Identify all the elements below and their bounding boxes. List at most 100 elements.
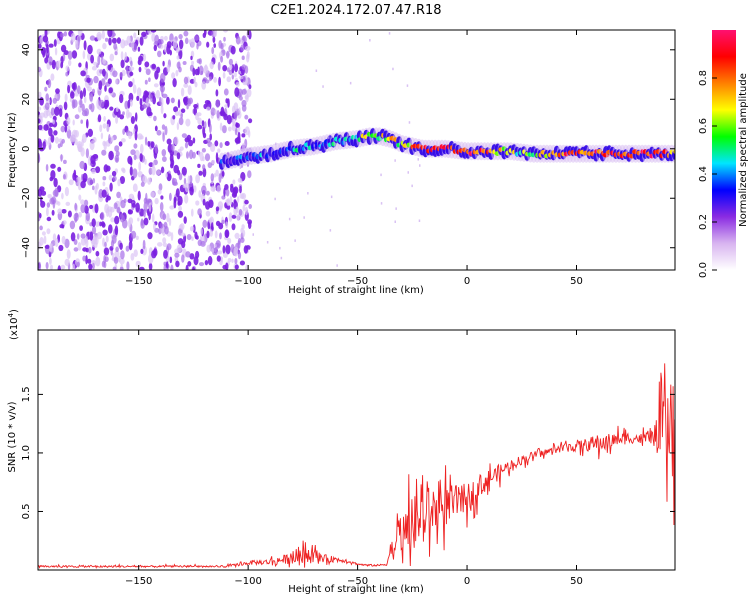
noise-speckle	[221, 171, 225, 177]
noise-speckle	[219, 205, 222, 212]
noise-speckle	[69, 135, 76, 143]
noise-speckle	[208, 218, 213, 223]
noise-speckle	[144, 136, 148, 146]
noise-speckle	[39, 236, 44, 246]
noise-speckle	[246, 53, 250, 63]
noise-speckle	[38, 261, 42, 270]
noise-speckle	[147, 140, 151, 147]
noise-speckle	[153, 115, 157, 122]
noise-speckle	[156, 169, 161, 176]
noise-speckle	[108, 87, 113, 94]
noise-speckle	[113, 256, 119, 265]
noise-speckle	[215, 89, 219, 97]
noise-speckle	[175, 260, 180, 268]
noise-speckle	[92, 136, 97, 143]
noise-speckle	[102, 68, 106, 77]
noise-speckle	[53, 177, 58, 188]
noise-speckle	[234, 258, 238, 265]
noise-speckle	[46, 228, 51, 235]
noise-speckle	[53, 130, 58, 136]
noise-speckle	[67, 50, 73, 60]
noise-speckle	[226, 204, 231, 210]
noise-speckle	[220, 55, 224, 63]
noise-speckle	[51, 59, 56, 70]
noise-speckle	[61, 209, 67, 214]
noise-speckle	[119, 257, 125, 265]
noise-speckle	[202, 219, 208, 228]
noise-speckle	[190, 38, 196, 48]
noise-speckle	[186, 234, 192, 241]
noise-speckle	[195, 174, 201, 184]
noise-speckle	[236, 214, 240, 221]
noise-speckle	[158, 183, 163, 191]
noise-speckle	[76, 261, 80, 268]
noise-speckle	[38, 118, 41, 124]
noise-speckle	[206, 230, 210, 239]
noise-speckle	[38, 66, 42, 73]
noise-speckle	[101, 30, 106, 40]
noise-speckle	[237, 196, 240, 203]
noise-speckle	[242, 75, 246, 83]
noise-speckle	[248, 118, 253, 124]
noise-speckle	[104, 85, 107, 92]
noise-speckle	[79, 160, 85, 170]
noise-speckle	[90, 54, 94, 64]
noise-speckle	[83, 199, 89, 207]
snr-line	[38, 363, 675, 569]
noise-speckle	[233, 72, 237, 78]
noise-speckle	[118, 141, 123, 147]
noise-speckle	[179, 146, 184, 151]
ridge-scatter	[328, 136, 330, 139]
noise-speckle	[213, 173, 217, 178]
noise-speckle	[103, 247, 110, 256]
noise-speckle	[64, 93, 68, 103]
noise-speckle	[223, 30, 228, 33]
noise-speckle	[87, 86, 92, 92]
noise-speckle	[197, 208, 202, 216]
noise-speckle	[210, 143, 216, 152]
noise-speckle	[201, 185, 207, 195]
noise-speckle	[197, 124, 203, 130]
noise-speckle	[180, 232, 186, 237]
noise-speckle	[81, 133, 87, 143]
noise-speckle	[154, 144, 158, 154]
noise-speckle	[49, 243, 52, 253]
noise-speckle	[151, 166, 156, 176]
noise-speckle	[170, 264, 174, 270]
noise-speckle	[66, 129, 72, 139]
noise-speckle	[161, 149, 167, 157]
noise-speckle	[132, 168, 138, 179]
ridge-scatter	[303, 216, 305, 219]
noise-speckle	[61, 192, 64, 200]
x-tick-label: 0	[464, 276, 470, 287]
noise-speckle	[198, 170, 203, 176]
noise-speckle	[153, 44, 157, 52]
noise-speckle	[229, 195, 233, 205]
noise-speckle	[174, 252, 180, 258]
noise-speckle	[102, 181, 106, 187]
noise-speckle	[92, 266, 95, 270]
noise-speckle	[160, 72, 166, 83]
noise-speckle	[79, 98, 83, 108]
noise-speckle	[139, 135, 144, 140]
noise-speckle	[231, 74, 234, 80]
noise-speckle	[111, 170, 117, 177]
noise-speckle	[57, 265, 61, 270]
colorbar-tick-label: 0.6	[698, 118, 709, 134]
snr-frame	[37, 329, 676, 571]
noise-speckle	[184, 37, 189, 45]
noise-speckle	[50, 134, 55, 143]
noise-speckle	[45, 262, 49, 270]
noise-speckle	[237, 131, 241, 140]
noise-speckle	[50, 73, 55, 81]
noise-speckle	[155, 89, 160, 99]
noise-speckle	[61, 235, 66, 245]
noise-speckle	[119, 266, 124, 270]
noise-speckle	[86, 77, 91, 83]
noise-speckle	[150, 30, 157, 33]
noise-speckle	[191, 60, 195, 66]
snr-panel: −150 −100 −50 0 50 0.5 1.0 1.5 Height of strai…	[7, 309, 676, 595]
noise-speckle	[128, 66, 135, 71]
noise-speckle	[153, 223, 156, 231]
